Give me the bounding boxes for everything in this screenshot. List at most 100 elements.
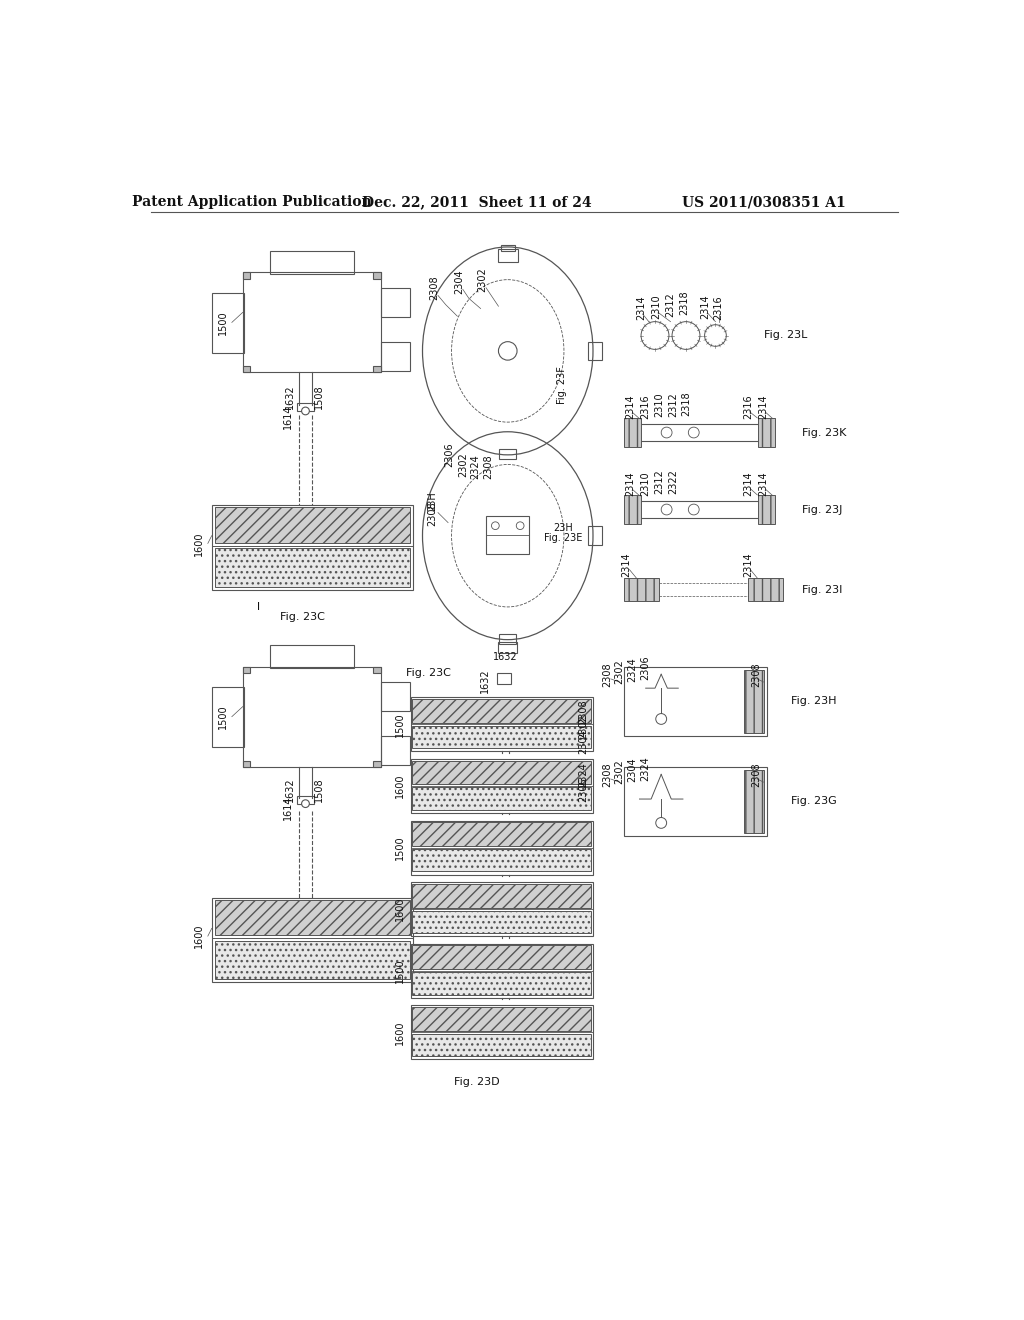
Bar: [498, 249, 518, 261]
Text: 1500: 1500: [395, 711, 406, 737]
Bar: [758, 495, 775, 524]
Text: 2314: 2314: [636, 296, 646, 319]
Bar: [243, 667, 251, 673]
Text: 2318: 2318: [681, 391, 691, 416]
Bar: [413, 884, 592, 908]
Bar: [297, 796, 314, 804]
Text: 2302: 2302: [614, 759, 625, 784]
Text: 1600: 1600: [395, 896, 406, 921]
Bar: [413, 911, 592, 933]
Bar: [212, 293, 245, 354]
Bar: [624, 418, 641, 447]
Text: 1500: 1500: [218, 705, 228, 729]
Text: 2314: 2314: [622, 553, 632, 577]
Text: 23H: 23H: [428, 491, 437, 511]
Bar: [212, 506, 414, 590]
Bar: [243, 367, 251, 372]
Bar: [497, 673, 511, 684]
Bar: [411, 697, 593, 751]
Text: 1508: 1508: [314, 777, 324, 803]
Text: 2312: 2312: [666, 292, 676, 317]
Text: Fig. 23J: Fig. 23J: [802, 504, 843, 515]
Text: 2312: 2312: [668, 392, 678, 417]
Text: 2322: 2322: [668, 470, 678, 494]
Bar: [413, 760, 592, 784]
Bar: [270, 251, 353, 275]
Bar: [413, 700, 592, 723]
Text: 2314: 2314: [626, 395, 635, 420]
Bar: [744, 669, 764, 733]
Bar: [744, 770, 764, 833]
Text: 2306: 2306: [578, 777, 588, 803]
Text: 2308: 2308: [751, 663, 761, 686]
Bar: [748, 578, 783, 601]
Text: Fig. 23C: Fig. 23C: [280, 612, 325, 622]
Bar: [243, 272, 381, 372]
Text: 1500: 1500: [395, 958, 406, 983]
Text: Fig. 23E: Fig. 23E: [544, 533, 582, 543]
Bar: [381, 737, 410, 766]
Text: 23H: 23H: [553, 523, 572, 533]
Bar: [243, 667, 381, 767]
Bar: [413, 1034, 592, 1056]
Bar: [413, 1007, 592, 1031]
Bar: [411, 944, 593, 998]
Circle shape: [302, 407, 309, 414]
Bar: [373, 367, 381, 372]
Text: l: l: [257, 602, 260, 612]
Text: 2310: 2310: [654, 392, 664, 417]
Text: 1614: 1614: [283, 795, 293, 820]
Text: Fig. 23C: Fig. 23C: [407, 668, 452, 677]
Bar: [411, 759, 593, 813]
Text: 2308: 2308: [483, 454, 494, 479]
Text: 2316: 2316: [743, 395, 753, 418]
Text: 1600: 1600: [195, 924, 205, 948]
Bar: [373, 272, 381, 279]
Text: Fig. 23F: Fig. 23F: [557, 367, 567, 404]
Text: 2302: 2302: [477, 268, 487, 293]
Text: 2308: 2308: [578, 700, 588, 723]
Bar: [243, 760, 251, 767]
Text: 1632: 1632: [286, 777, 295, 803]
Bar: [624, 767, 767, 836]
Text: 1600: 1600: [395, 1020, 406, 1044]
Text: 1632: 1632: [479, 668, 489, 693]
Bar: [243, 272, 251, 279]
Circle shape: [302, 800, 309, 808]
Text: 2302: 2302: [614, 659, 625, 684]
Text: 2304: 2304: [454, 269, 464, 294]
Bar: [589, 527, 602, 545]
Text: 1508: 1508: [314, 385, 324, 409]
Bar: [624, 667, 767, 737]
Text: 1500: 1500: [395, 836, 406, 859]
Bar: [215, 507, 410, 543]
Text: 2314: 2314: [626, 471, 635, 496]
Text: 1632: 1632: [286, 385, 295, 409]
Text: Fig. 23L: Fig. 23L: [764, 330, 807, 341]
Text: 1632: 1632: [494, 652, 518, 663]
Bar: [411, 1006, 593, 1059]
Text: 2304: 2304: [628, 758, 638, 781]
Text: 2304: 2304: [578, 730, 588, 754]
Bar: [624, 578, 658, 601]
Text: Fig. 23I: Fig. 23I: [802, 585, 843, 594]
Bar: [624, 495, 641, 524]
Text: 2308: 2308: [602, 762, 612, 787]
Text: 1500: 1500: [218, 310, 228, 335]
Text: 2324: 2324: [470, 454, 480, 479]
Text: 2324: 2324: [640, 756, 650, 780]
Bar: [373, 760, 381, 767]
Text: Dec. 22, 2011  Sheet 11 of 24: Dec. 22, 2011 Sheet 11 of 24: [361, 195, 592, 210]
Text: US 2011/0308351 A1: US 2011/0308351 A1: [682, 195, 846, 210]
Text: 2314: 2314: [759, 395, 768, 420]
Bar: [215, 900, 410, 936]
Text: 2308: 2308: [602, 663, 612, 686]
Bar: [413, 726, 592, 748]
Bar: [500, 635, 516, 644]
Text: 1600: 1600: [195, 531, 205, 556]
Text: 2310: 2310: [640, 471, 650, 495]
Text: 2314: 2314: [743, 553, 753, 577]
Bar: [215, 548, 410, 586]
Text: 2308: 2308: [428, 502, 437, 527]
Text: 2302: 2302: [458, 453, 468, 478]
